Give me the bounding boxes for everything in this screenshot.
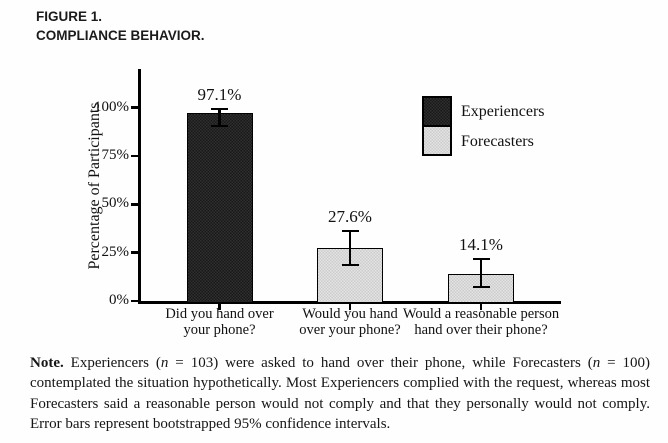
value-label: 27.6% xyxy=(328,206,372,226)
y-tick xyxy=(131,154,138,158)
x-tick-label-line: over your phone? xyxy=(299,321,401,338)
x-tick-label-line: your phone? xyxy=(183,321,256,338)
note-segment: n xyxy=(592,355,601,371)
legend-row: Forecasters xyxy=(422,125,545,156)
legend: Experiencers Forecasters xyxy=(422,96,545,156)
error-bar-cap-top xyxy=(472,257,490,261)
x-tick-label-line: Would a reasonable person xyxy=(402,306,560,322)
y-tick-label: 50% xyxy=(101,195,130,212)
x-tick-label-line: hand over their phone? xyxy=(414,321,548,338)
value-label: 14.1% xyxy=(459,234,503,254)
y-tick-label: 100% xyxy=(94,98,129,115)
error-bar-cap-top xyxy=(341,229,359,232)
legend-swatch-experiencers xyxy=(422,96,452,127)
x-tick xyxy=(348,304,352,310)
bar-chart: Percentage of Participants Experiencers F… xyxy=(0,55,668,355)
note-segment: Note. xyxy=(30,355,64,371)
x-tick-label-line: Would you hand xyxy=(302,306,398,322)
y-tick-label: 0% xyxy=(109,292,129,308)
legend-label: Forecasters xyxy=(461,132,534,150)
note-segment: = 100) contemplated the situation hypoth… xyxy=(30,355,650,432)
x-tick xyxy=(479,304,483,310)
x-tick-label: Would a reasonable person hand over their… xyxy=(366,306,596,338)
figure-number: FIGURE 1. xyxy=(36,9,103,24)
note-segment: n xyxy=(160,355,169,371)
legend-row: Experiencers xyxy=(422,96,545,127)
error-bar-line xyxy=(348,230,352,265)
x-tick-label: Would you hand over your phone? xyxy=(235,306,465,338)
figure-title: FIGURE 1. COMPLIANCE BEHAVIOR. xyxy=(36,8,205,45)
note-segment: = 103) were asked to hand over their pho… xyxy=(168,355,593,371)
legend-swatch-forecasters xyxy=(422,125,452,156)
figure-caption: COMPLIANCE BEHAVIOR. xyxy=(36,27,205,43)
y-tick xyxy=(131,203,138,206)
error-bar-line xyxy=(218,109,221,127)
y-axis-line xyxy=(138,69,141,304)
x-tick-label-line: Did you hand over xyxy=(165,306,274,322)
error-bar-cap-bottom xyxy=(472,285,490,289)
error-bar-cap-top xyxy=(211,107,228,111)
y-tick xyxy=(131,251,138,254)
figure-note: Note. Experiencers (n = 103) were asked … xyxy=(30,353,650,434)
error-bar-cap-bottom xyxy=(211,124,228,128)
value-label: 97.1% xyxy=(197,85,242,105)
y-tick xyxy=(131,299,138,303)
x-tick xyxy=(218,304,221,310)
bar xyxy=(186,113,253,303)
y-tick-label: 25% xyxy=(101,243,130,260)
y-tick xyxy=(131,106,138,109)
error-bar-cap-bottom xyxy=(341,263,359,267)
y-tick-label: 75% xyxy=(101,146,130,163)
note-segment: Experiencers ( xyxy=(63,355,161,371)
error-bar-line xyxy=(479,258,483,287)
legend-label: Experiencers xyxy=(461,102,545,120)
x-tick-label: Did you hand over your phone? xyxy=(105,306,335,338)
